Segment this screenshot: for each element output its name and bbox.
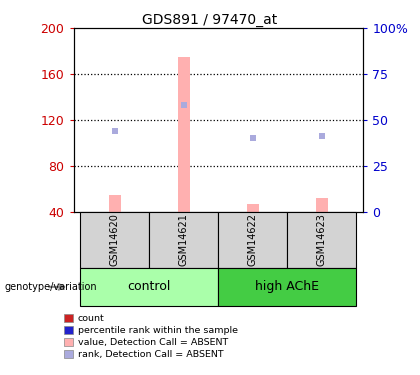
Bar	[109, 195, 121, 212]
Bar	[178, 57, 190, 212]
Text: GDS891 / 97470_at: GDS891 / 97470_at	[142, 13, 278, 27]
Text: GSM14622: GSM14622	[248, 213, 258, 267]
Text: GSM14623: GSM14623	[317, 214, 327, 266]
Bar	[150, 212, 218, 268]
Legend: count, percentile rank within the sample, value, Detection Call = ABSENT, rank, : count, percentile rank within the sample…	[63, 314, 238, 359]
Text: genotype/variation: genotype/variation	[4, 282, 97, 292]
Bar	[287, 212, 357, 268]
Bar	[247, 204, 259, 212]
Text: high AChE: high AChE	[255, 280, 319, 293]
Text: GSM14620: GSM14620	[110, 214, 120, 266]
Bar	[80, 268, 218, 306]
Text: GSM14621: GSM14621	[179, 214, 189, 266]
Bar	[316, 198, 328, 212]
Bar	[218, 212, 287, 268]
Bar	[218, 268, 357, 306]
Text: control: control	[128, 280, 171, 293]
Bar	[80, 212, 150, 268]
